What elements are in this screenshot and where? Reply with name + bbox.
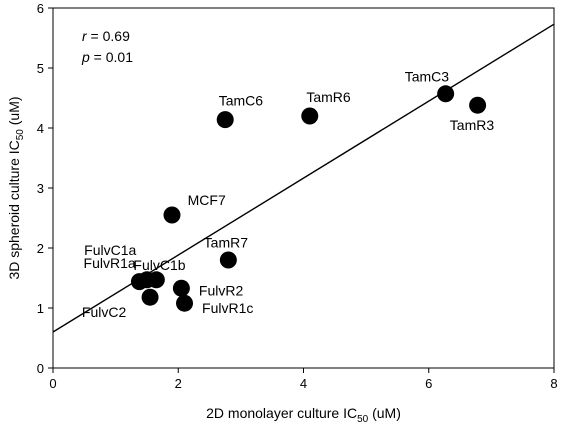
data-point [469, 96, 487, 114]
p-value-text: p = 0.01 [81, 49, 133, 65]
point-label: FulvR1a [84, 255, 136, 271]
data-point [437, 85, 455, 103]
point-label: FulvR2 [199, 283, 244, 299]
point-label: FulvC1a [84, 242, 136, 258]
x-tick-label: 8 [550, 376, 557, 391]
r-value-text: r = 0.69 [82, 28, 130, 44]
point-labels: TamC6 TamR6TamC3TamR3MCF7TamR7FulvC1aFulv… [82, 68, 494, 320]
point-label: MCF7 [188, 192, 226, 208]
point-label: TamC6 [219, 92, 264, 108]
data-point [141, 288, 159, 306]
y-tick-label: 3 [37, 181, 44, 196]
axis-ticks: 0 2 4 6 8 0 1 2 3 4 5 6 [37, 1, 558, 391]
y-tick-label: 5 [37, 61, 44, 76]
data-point [216, 111, 234, 129]
data-point [301, 107, 319, 125]
point-label: TamR3 [450, 117, 495, 133]
point-label: FulvR1c [202, 300, 253, 316]
data-point [176, 294, 194, 312]
point-label: TamC3 [405, 68, 450, 84]
regression-line-group [52, 23, 555, 333]
data-point [163, 206, 181, 224]
data-point [172, 279, 190, 297]
x-tick-label: 4 [300, 376, 307, 391]
data-points [130, 85, 487, 312]
stats-annotation: r = 0.69 p = 0.01 [81, 28, 133, 65]
x-tick-label: 0 [49, 376, 56, 391]
x-axis-label: 2D monolayer culture IC50 (uM) [206, 405, 401, 425]
point-label: FulvC1b [133, 257, 185, 273]
y-axis-label: 3D spheroid culture IC50 (uM) [6, 96, 26, 279]
x-tick-label: 2 [175, 376, 182, 391]
y-tick-label: 6 [37, 1, 44, 16]
regression-line [52, 23, 555, 333]
y-tick-label: 1 [37, 301, 44, 316]
y-tick-label: 2 [37, 241, 44, 256]
axis-titles: 2D monolayer culture IC50 (uM) 3D spheroi… [6, 96, 401, 425]
data-point [147, 271, 165, 289]
data-point [219, 251, 237, 269]
x-tick-label: 6 [425, 376, 432, 391]
y-tick-label: 0 [37, 361, 44, 376]
point-label: TamR7 [204, 235, 249, 251]
y-tick-label: 4 [37, 121, 44, 136]
point-label: FulvC2 [82, 304, 127, 320]
point-label: TamR6 [306, 89, 351, 105]
